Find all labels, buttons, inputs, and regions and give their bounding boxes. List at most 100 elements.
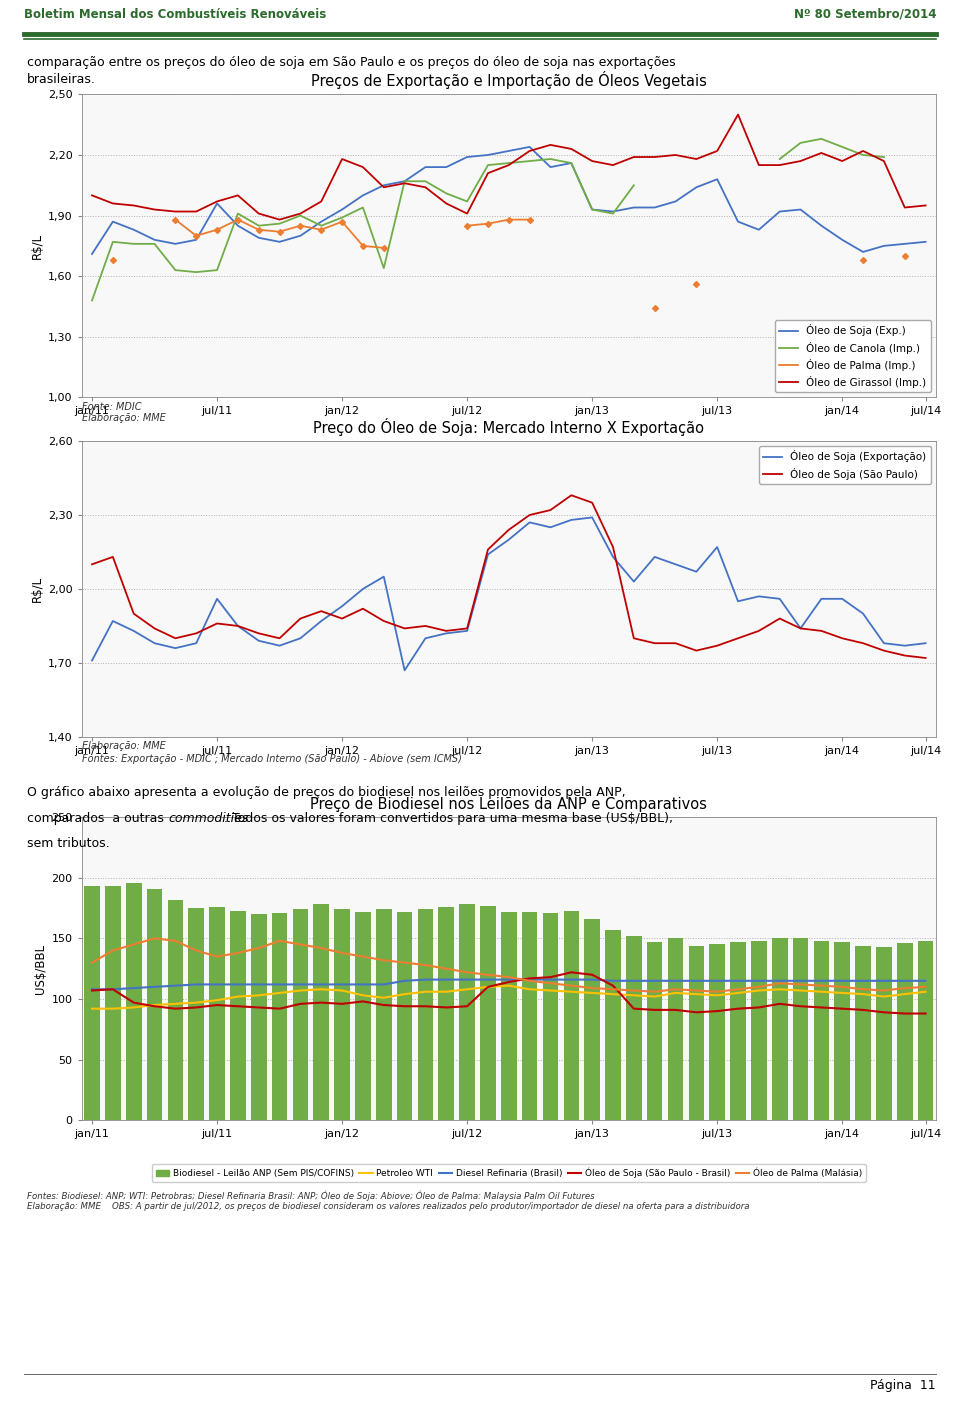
- Óleo de Palma (Malásia): [378, 951, 390, 968]
- Text: Boletim Mensal dos Combustíveis Renováveis: Boletim Mensal dos Combustíveis Renováve…: [24, 7, 326, 21]
- Bar: [84, 886, 100, 1120]
- Óleo de Palma (Malásia): [690, 982, 702, 999]
- Petroleo WTI: [420, 983, 431, 1000]
- Petroleo WTI: [649, 988, 660, 1005]
- Óleo de Palma (Malásia): [316, 940, 327, 957]
- Óleo de Palma (Malásia): [732, 981, 744, 998]
- Óleo de Palma (Malásia): [253, 940, 265, 957]
- Óleo de Palma (Malásia): [211, 948, 223, 965]
- Óleo de Soja (São Paulo - Brasil): [128, 995, 139, 1012]
- Óleo de Palma (Malásia): [795, 976, 806, 993]
- Óleo de Soja (São Paulo - Brasil): [357, 993, 369, 1010]
- Óleo de Palma (Malásia): [608, 981, 619, 998]
- Line: Óleo de Palma (Malásia): Óleo de Palma (Malásia): [92, 938, 925, 992]
- Bar: [688, 945, 705, 1120]
- Petroleo WTI: [149, 996, 160, 1013]
- Diesel Refinaria (Brasil): [524, 971, 536, 988]
- Bar: [605, 930, 621, 1120]
- Bar: [731, 943, 746, 1120]
- Text: Nº 80 Setembro/2014: Nº 80 Setembro/2014: [794, 7, 936, 21]
- Petroleo WTI: [398, 986, 410, 1003]
- Óleo de Palma (Malásia): [649, 983, 660, 1000]
- Diesel Refinaria (Brasil): [420, 971, 431, 988]
- Diesel Refinaria (Brasil): [232, 976, 244, 993]
- Diesel Refinaria (Brasil): [398, 972, 410, 989]
- Diesel Refinaria (Brasil): [608, 972, 619, 989]
- Óleo de Soja (São Paulo - Brasil): [336, 995, 348, 1012]
- Petroleo WTI: [587, 985, 598, 1002]
- Bar: [396, 912, 413, 1120]
- Text: comparados  a outras: comparados a outras: [27, 812, 168, 824]
- Petroleo WTI: [608, 986, 619, 1003]
- Y-axis label: US$/BBL: US$/BBL: [35, 944, 47, 993]
- Óleo de Soja (São Paulo - Brasil): [316, 995, 327, 1012]
- Bar: [542, 913, 559, 1120]
- Title: Preço de Biodiesel nos Leilões da ANP e Comparativos: Preço de Biodiesel nos Leilões da ANP e …: [310, 797, 708, 812]
- Petroleo WTI: [690, 986, 702, 1003]
- Óleo de Soja (São Paulo - Brasil): [878, 1003, 890, 1020]
- Petroleo WTI: [482, 978, 493, 995]
- Petroleo WTI: [86, 1000, 98, 1017]
- Bar: [834, 943, 850, 1120]
- Diesel Refinaria (Brasil): [336, 976, 348, 993]
- Óleo de Soja (São Paulo - Brasil): [503, 974, 515, 991]
- Óleo de Palma (Malásia): [274, 933, 285, 950]
- Óleo de Soja (São Paulo - Brasil): [398, 998, 410, 1014]
- Diesel Refinaria (Brasil): [108, 981, 119, 998]
- Petroleo WTI: [316, 981, 327, 998]
- Text: Elaboração: MME: Elaboração: MME: [82, 741, 165, 751]
- Óleo de Soja (São Paulo - Brasil): [649, 1002, 660, 1019]
- Bar: [418, 909, 433, 1120]
- Bar: [918, 941, 933, 1120]
- Óleo de Soja (São Paulo - Brasil): [774, 995, 785, 1012]
- Petroleo WTI: [190, 995, 202, 1012]
- Óleo de Soja (São Paulo - Brasil): [108, 981, 119, 998]
- Óleo de Palma (Malásia): [544, 975, 556, 992]
- Petroleo WTI: [274, 985, 285, 1002]
- Bar: [751, 941, 767, 1120]
- Óleo de Palma (Malásia): [232, 944, 244, 961]
- Óleo de Palma (Malásia): [149, 930, 160, 947]
- Óleo de Palma (Malásia): [357, 948, 369, 965]
- Diesel Refinaria (Brasil): [274, 976, 285, 993]
- Text: comparação entre os preços do óleo de soja em São Paulo e os preços do óleo de s: comparação entre os preços do óleo de so…: [27, 56, 676, 69]
- Diesel Refinaria (Brasil): [149, 978, 160, 995]
- Text: Fontes: Biodiesel: ANP; WTI: Petrobras; Diesel Refinaria Brasil: ANP; Óleo de So: Fontes: Biodiesel: ANP; WTI: Petrobras; …: [27, 1191, 594, 1200]
- Óleo de Soja (São Paulo - Brasil): [482, 978, 493, 995]
- Petroleo WTI: [816, 983, 828, 1000]
- Diesel Refinaria (Brasil): [899, 972, 910, 989]
- Óleo de Palma (Malásia): [670, 981, 682, 998]
- Diesel Refinaria (Brasil): [378, 976, 390, 993]
- Text: Fonte: MDIC
Elaboração: MME: Fonte: MDIC Elaboração: MME: [82, 402, 165, 423]
- Diesel Refinaria (Brasil): [711, 972, 723, 989]
- Óleo de Soja (São Paulo - Brasil): [836, 1000, 848, 1017]
- Bar: [876, 947, 892, 1120]
- Bar: [459, 905, 475, 1120]
- Bar: [647, 943, 662, 1120]
- Diesel Refinaria (Brasil): [86, 981, 98, 998]
- Diesel Refinaria (Brasil): [503, 971, 515, 988]
- Diesel Refinaria (Brasil): [816, 972, 828, 989]
- Diesel Refinaria (Brasil): [753, 972, 764, 989]
- Bar: [585, 919, 600, 1120]
- Diesel Refinaria (Brasil): [544, 971, 556, 988]
- Óleo de Soja (São Paulo - Brasil): [170, 1000, 181, 1017]
- Text: . Todos os valores foram convertidos para uma mesma base (US$/BBL),: . Todos os valores foram convertidos par…: [224, 812, 673, 824]
- Óleo de Palma (Malásia): [170, 933, 181, 950]
- Óleo de Palma (Malásia): [482, 967, 493, 983]
- Óleo de Soja (São Paulo - Brasil): [816, 999, 828, 1016]
- Bar: [522, 912, 538, 1120]
- Y-axis label: R$/L: R$/L: [31, 232, 43, 259]
- Diesel Refinaria (Brasil): [649, 972, 660, 989]
- Diesel Refinaria (Brasil): [587, 971, 598, 988]
- Óleo de Palma (Malásia): [108, 943, 119, 960]
- Bar: [251, 914, 267, 1120]
- Diesel Refinaria (Brasil): [732, 972, 744, 989]
- Petroleo WTI: [670, 985, 682, 1002]
- Petroleo WTI: [899, 986, 910, 1003]
- Óleo de Soja (São Paulo - Brasil): [441, 999, 452, 1016]
- Diesel Refinaria (Brasil): [670, 972, 682, 989]
- Óleo de Palma (Malásia): [920, 978, 931, 995]
- Diesel Refinaria (Brasil): [357, 976, 369, 993]
- Petroleo WTI: [128, 999, 139, 1016]
